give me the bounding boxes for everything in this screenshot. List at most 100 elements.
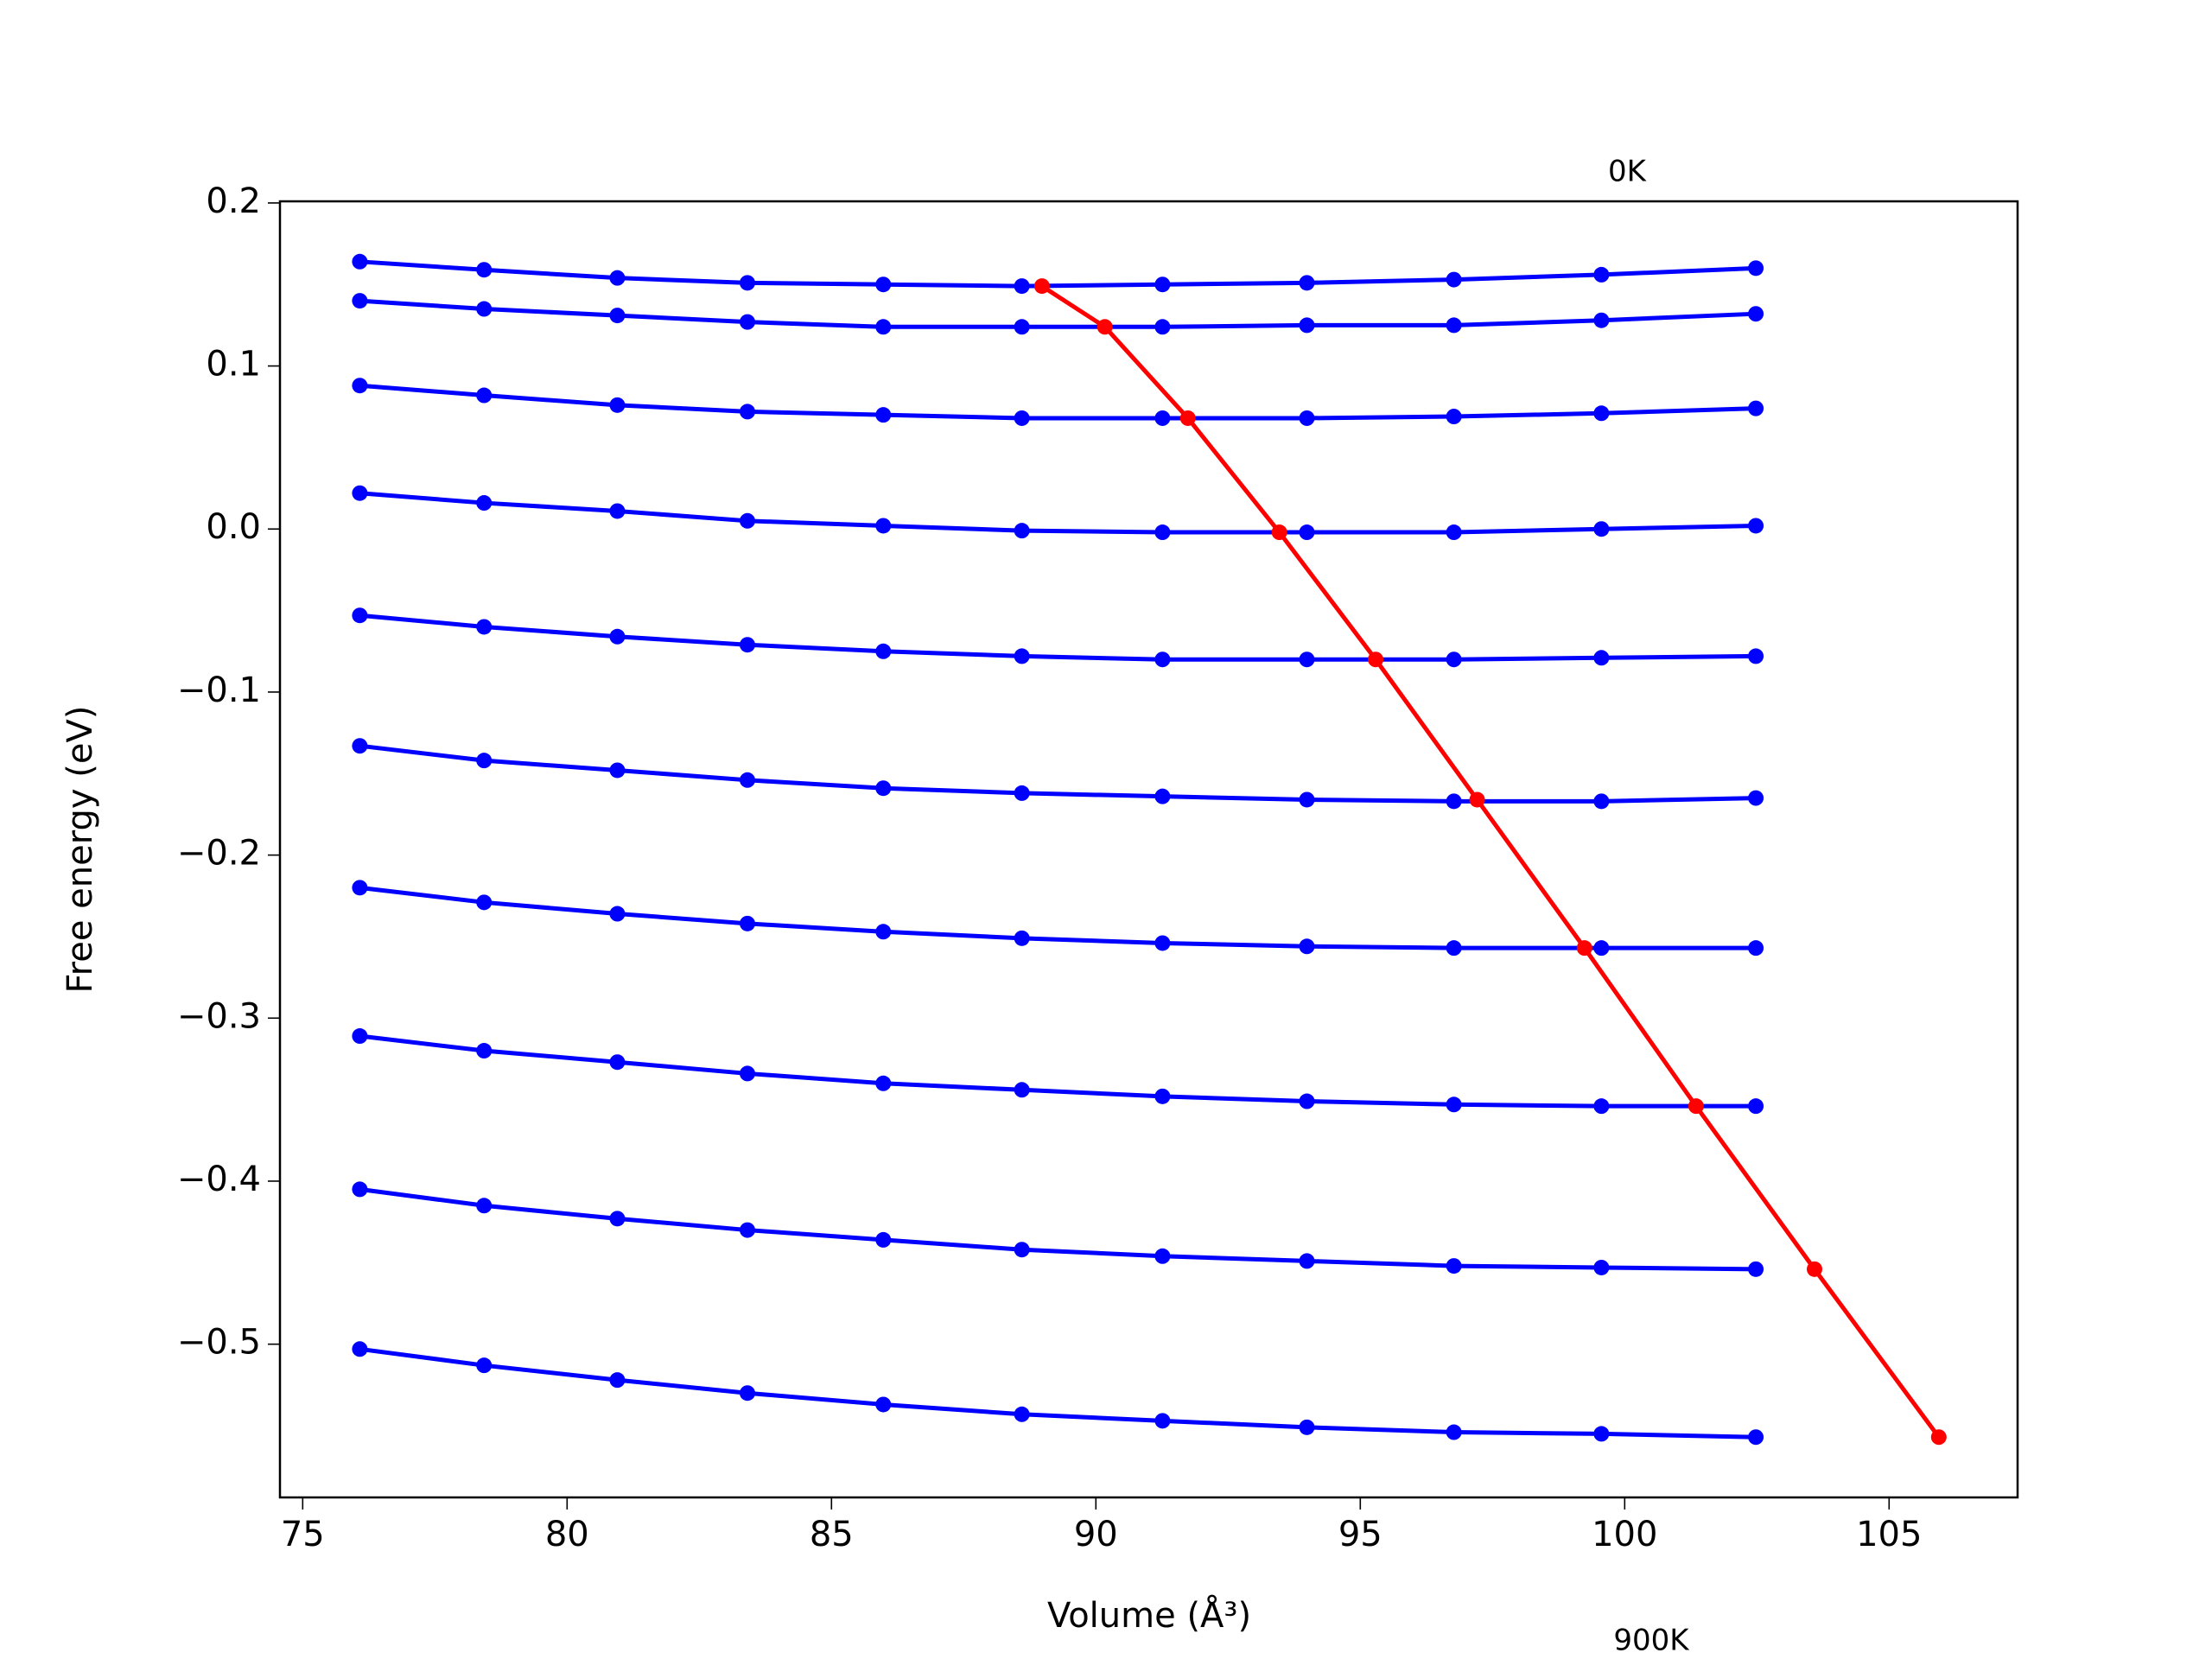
point (1593, 521, 1610, 537)
point (1299, 1253, 1315, 1269)
point (1446, 1096, 1462, 1113)
point (352, 738, 368, 754)
point (1748, 1098, 1764, 1115)
series-line (359, 1033, 1757, 1109)
y-axis-label: Free energy (eV) (60, 706, 100, 994)
point (1748, 1429, 1764, 1446)
point (1446, 793, 1462, 810)
point (1154, 276, 1171, 293)
point (476, 1357, 493, 1374)
point (1593, 650, 1610, 666)
point (875, 1396, 892, 1413)
annotation: 900K (1613, 1624, 1690, 1658)
y-tick-label: 0.0 (206, 507, 261, 547)
series-line (359, 259, 1757, 289)
point (1446, 524, 1462, 541)
point (1748, 518, 1764, 534)
point (1033, 278, 1050, 295)
point (352, 1341, 368, 1357)
point (1096, 319, 1113, 335)
annotation: 0K (1608, 155, 1648, 189)
point (1299, 275, 1315, 291)
point (1446, 271, 1462, 288)
y-tick-label: −0.2 (177, 834, 261, 874)
point (1593, 940, 1610, 957)
point (1014, 785, 1030, 801)
point (1154, 788, 1171, 804)
point (875, 643, 892, 659)
point (1154, 1248, 1171, 1264)
point (739, 1385, 755, 1402)
point (1299, 410, 1315, 426)
point (1688, 1098, 1704, 1115)
point (1806, 1261, 1822, 1277)
point (1748, 306, 1764, 322)
point (476, 894, 493, 911)
point (1446, 317, 1462, 334)
point (1014, 648, 1030, 664)
series-line (359, 491, 1757, 535)
point (1593, 1426, 1610, 1442)
point (352, 293, 368, 309)
point (609, 762, 626, 779)
point (609, 397, 626, 413)
point (1748, 400, 1764, 416)
point (1446, 1424, 1462, 1440)
point (1930, 1429, 1947, 1446)
point (1593, 1098, 1610, 1115)
x-tick-label: 95 (1338, 1515, 1382, 1554)
point (609, 503, 626, 519)
point (1154, 1088, 1171, 1104)
point (609, 308, 626, 324)
x-tick-label: 80 (545, 1515, 589, 1554)
point (352, 607, 368, 624)
point (875, 407, 892, 423)
point (1299, 652, 1315, 668)
point (609, 906, 626, 922)
y-tick-label: −0.4 (177, 1160, 261, 1199)
y-tick-label: −0.3 (177, 996, 261, 1036)
point (476, 387, 493, 404)
point (1299, 938, 1315, 955)
point (1368, 652, 1384, 668)
point (476, 262, 493, 278)
point (352, 1181, 368, 1198)
point (1446, 1258, 1462, 1274)
point (1014, 1242, 1030, 1258)
y-tick-label: −0.1 (177, 671, 261, 710)
point (1014, 278, 1030, 295)
point (352, 378, 368, 394)
point (1014, 1082, 1030, 1098)
point (739, 275, 755, 291)
point (609, 1372, 626, 1389)
series-line (359, 613, 1757, 662)
point (352, 485, 368, 501)
point (1593, 793, 1610, 810)
point (739, 404, 755, 420)
point (1154, 935, 1171, 951)
point (1299, 1093, 1315, 1109)
point (1154, 410, 1171, 426)
plot-frame (278, 200, 2019, 1499)
point (476, 619, 493, 635)
point (875, 276, 892, 293)
point (1748, 648, 1764, 664)
point (875, 319, 892, 335)
series-line (359, 298, 1757, 329)
point (1179, 410, 1196, 426)
point (476, 1198, 493, 1214)
x-axis-label: Volume (Å³) (1047, 1594, 1251, 1636)
series-line (359, 1346, 1757, 1440)
point (1154, 524, 1171, 541)
point (609, 1211, 626, 1227)
point (1014, 319, 1030, 335)
point (1299, 1419, 1315, 1435)
y-tick-label: 0.2 (206, 181, 261, 221)
y-tick-label: 0.1 (206, 345, 261, 385)
point (609, 1054, 626, 1071)
point (1748, 790, 1764, 806)
point (609, 628, 626, 645)
y-tick-label: −0.5 (177, 1323, 261, 1363)
point (739, 1222, 755, 1238)
